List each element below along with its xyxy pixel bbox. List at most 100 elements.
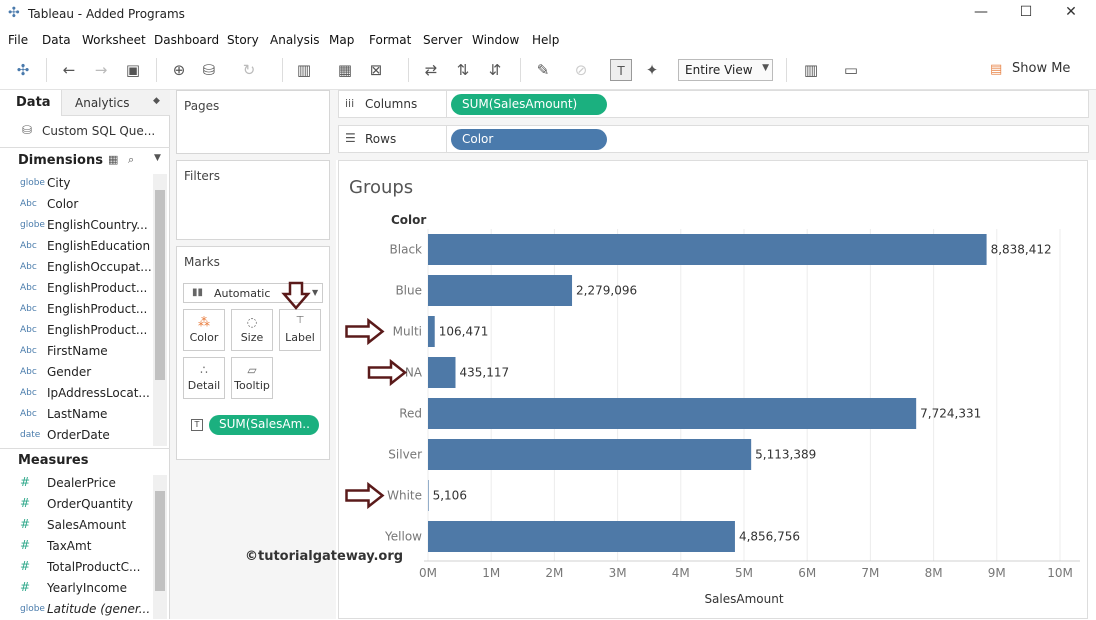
measure-field[interactable]: # OrderQuantity (0, 494, 153, 515)
menu-dashboard[interactable]: Dashboard (154, 33, 220, 47)
text-type-icon: Abc (20, 241, 37, 251)
tab-data[interactable]: Data (0, 90, 62, 116)
value-label: 2,279,096 (576, 284, 637, 298)
menu-format[interactable]: Format (369, 33, 412, 47)
rows-pill[interactable]: Color (451, 129, 607, 150)
save-icon[interactable]: ▣ (125, 61, 141, 79)
dimension-field[interactable]: Abc LastName (0, 404, 153, 425)
bar-na[interactable] (428, 357, 456, 388)
cards-icon[interactable]: ▥ (803, 61, 819, 79)
columns-label: Columns (365, 97, 418, 111)
dimension-field[interactable]: globe City (0, 173, 153, 194)
dimension-field[interactable]: Abc EnglishProduct... (0, 299, 153, 320)
value-label: 5,113,389 (755, 448, 816, 462)
tableau-home-icon[interactable]: ✣ (16, 61, 30, 79)
minimize-button[interactable]: — (974, 4, 988, 20)
tableau-logo-icon: ✣ (8, 5, 20, 21)
detail-button[interactable]: ∴ Detail (183, 357, 225, 399)
arrow-right-annotation (345, 481, 385, 510)
color-button[interactable]: ⁂ Color (183, 309, 225, 351)
dimension-field[interactable]: globe EnglishCountry... (0, 215, 153, 236)
duplicate-icon[interactable]: ▦ (337, 61, 353, 79)
presentation-icon[interactable]: ▭ (843, 61, 859, 79)
marks-card: Marks ▮▮ Automatic ▼ ⁂ Color ◌ Size ⊤ Label… (176, 246, 330, 460)
bar-blue[interactable] (428, 275, 573, 306)
rows-icon: ☰ (345, 131, 356, 145)
bar-silver[interactable] (428, 439, 752, 470)
chevron-down-icon[interactable]: ▼ (154, 153, 161, 163)
dimension-field[interactable]: Abc Gender (0, 362, 153, 383)
columns-pill[interactable]: SUM(SalesAmount) (451, 94, 607, 115)
menu-server[interactable]: Server (423, 33, 463, 47)
datasource-icon[interactable]: ⛁ (202, 61, 216, 79)
text-type-icon: Abc (20, 262, 37, 272)
pin-icon[interactable]: ✦ (645, 61, 659, 79)
swap-icon[interactable]: ⇄ (424, 61, 438, 79)
clear-sheet-icon[interactable]: ⊠ (369, 61, 383, 79)
menu-worksheet[interactable]: Worksheet (82, 33, 146, 47)
close-button[interactable]: ✕ (1065, 4, 1077, 20)
measure-field[interactable]: # TotalProductC... (0, 557, 153, 578)
dimension-field[interactable]: Abc EnglishEducation (0, 236, 153, 257)
filters-card[interactable]: Filters (176, 160, 330, 240)
fit-dropdown[interactable]: Entire View ▼ (678, 59, 773, 81)
datasource-item[interactable]: ⛁ Custom SQL Que... (0, 116, 170, 148)
new-worksheet-icon[interactable]: ▥ (296, 61, 312, 79)
menu-analysis[interactable]: Analysis (270, 33, 320, 47)
bar-white[interactable] (428, 480, 429, 511)
label-button[interactable]: ⊤ Label (279, 309, 321, 351)
refresh-icon[interactable]: ↻ (242, 61, 256, 79)
menu-map[interactable]: Map (329, 33, 355, 47)
new-datasource-icon[interactable]: ⊕ (172, 61, 186, 79)
bar-multi[interactable] (428, 316, 435, 347)
field-label: EnglishProduct... (47, 323, 148, 337)
measure-field[interactable]: # YearlyIncome (0, 578, 153, 599)
measure-field[interactable]: # SalesAmount (0, 515, 153, 536)
dimensions-scrollbar[interactable] (153, 174, 167, 446)
field-label: EnglishOccupat... (47, 260, 152, 274)
size-button[interactable]: ◌ Size (231, 309, 273, 351)
field-label: TaxAmt (47, 539, 92, 553)
bar-red[interactable] (428, 398, 917, 429)
measure-field[interactable]: globe Latitude (gener... (0, 599, 153, 620)
measures-scrollbar[interactable] (153, 475, 167, 619)
bar-yellow[interactable] (428, 521, 735, 552)
measure-field[interactable]: # DealerPrice (0, 473, 153, 494)
undo-icon[interactable]: ← (62, 61, 76, 79)
sort-ascending-icon[interactable]: ⇅ (456, 61, 470, 79)
show-labels-icon[interactable]: T (610, 59, 632, 81)
pages-card[interactable]: Pages (176, 90, 330, 154)
menu-file[interactable]: File (8, 33, 29, 47)
tab-menu-icon[interactable]: ◆ (153, 96, 160, 106)
dimension-field[interactable]: Abc EnglishProduct... (0, 320, 153, 341)
tooltip-button[interactable]: ▱ Tooltip (231, 357, 273, 399)
sort-descending-icon[interactable]: ⇵ (488, 61, 502, 79)
label-pill[interactable]: SUM(SalesAm.. (209, 415, 319, 435)
menu-window[interactable]: Window (472, 33, 520, 47)
toolbar: ✣ ← → ▣ ⊕ ⛁ ↻ ▥ ▦ ⊠ ⇄ ⇅ ⇵ ✎ ⊘ T ✦ Entire… (0, 50, 1096, 90)
dimension-field[interactable]: Abc EnglishOccupat... (0, 257, 153, 278)
dimension-field[interactable]: Abc IpAddressLocat... (0, 383, 153, 404)
group-icon[interactable]: ⊘ (574, 61, 588, 79)
dimension-field[interactable]: Abc EnglishProduct... (0, 278, 153, 299)
menu-bar: File Data Worksheet Dashboard Story Anal… (0, 30, 1096, 50)
menu-data[interactable]: Data (42, 33, 71, 47)
dimension-field[interactable]: Abc Color (0, 194, 153, 215)
show-me-button[interactable]: Show Me (1012, 61, 1071, 76)
dimension-field[interactable]: date OrderDate (0, 425, 153, 446)
arrow-right-annotation (345, 317, 385, 346)
tab-analytics[interactable]: Analytics (75, 96, 130, 110)
columns-shelf[interactable]: iii Columns SUM(SalesAmount) (338, 90, 1089, 118)
rows-shelf[interactable]: ☰ Rows Color (338, 125, 1089, 153)
dimension-field[interactable]: Abc FirstName (0, 341, 153, 362)
highlight-icon[interactable]: ✎ (536, 61, 550, 79)
redo-icon[interactable]: → (94, 61, 108, 79)
menu-help[interactable]: Help (532, 33, 560, 47)
search-icon[interactable]: ⌕ (128, 153, 135, 166)
bar-black[interactable] (428, 234, 987, 265)
maximize-button[interactable]: ☐ (1019, 4, 1033, 20)
measure-field[interactable]: # TaxAmt (0, 536, 153, 557)
view-toggle-icon[interactable]: ▦ (108, 153, 119, 166)
field-label: FirstName (47, 344, 108, 358)
menu-story[interactable]: Story (227, 33, 259, 47)
